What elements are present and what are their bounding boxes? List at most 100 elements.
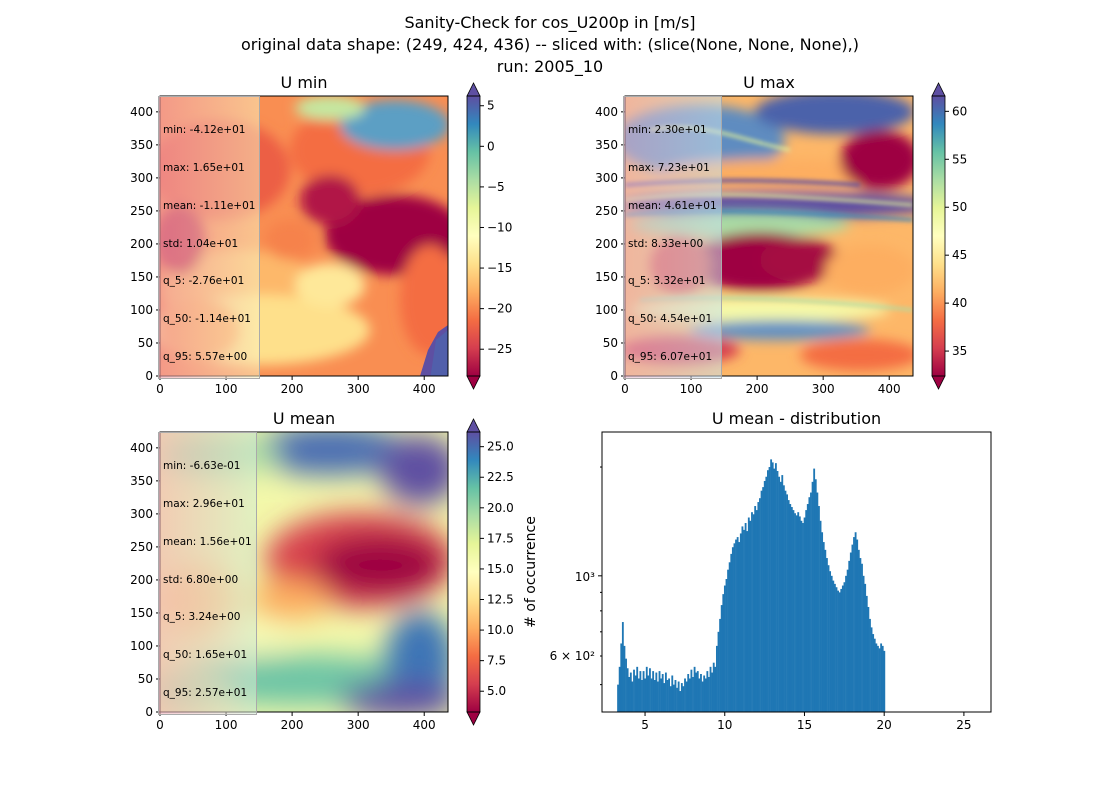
histogram-bar (786, 494, 788, 712)
y-tick-label: 0 (145, 705, 153, 719)
u-min-axes: 0 100 200 300 400 0 50 100 150 200 250 300 350 400 (130, 105, 436, 396)
y-tick-label: 250 (130, 204, 153, 218)
histogram-bar (712, 662, 715, 712)
colorbar-tick-label: −25 (487, 342, 512, 356)
colorbar-extend-min (466, 711, 481, 726)
histogram-bar (652, 671, 655, 712)
histogram-bar (848, 560, 851, 712)
x-tick-label: 200 (281, 382, 304, 396)
colorbar-tick-label: 17.5 (487, 531, 514, 545)
histogram-bar (825, 558, 828, 712)
histogram-bar (768, 467, 771, 712)
histogram-bar (841, 585, 844, 712)
histogram-bar (851, 544, 854, 712)
histogram-bar (685, 681, 688, 712)
colorbar-tick-label: 50 (952, 200, 967, 214)
histogram-bar (701, 681, 704, 712)
histogram-bar (830, 575, 833, 712)
suptitle-line-1: Sanity-Check for cos_U200p in [m/s] (404, 13, 696, 32)
histogram-bar (668, 678, 670, 712)
histogram-bar (832, 580, 835, 712)
x-tick-label: 15 (797, 718, 812, 732)
histogram-bar (644, 678, 647, 712)
histogram-bar (746, 531, 749, 712)
histogram-bar (625, 658, 627, 712)
y-tick-label: 300 (130, 507, 153, 521)
histogram-bar (738, 542, 741, 712)
stat-line: q_95: 6.07e+01 (628, 350, 713, 363)
histogram-bar (629, 672, 632, 712)
histogram-ylabel: # of occurrence (523, 516, 539, 628)
histogram-title: U mean - distribution (712, 409, 881, 428)
colorbar-tick-label: 22.5 (487, 470, 514, 484)
histogram-bar (674, 679, 677, 712)
histogram-bar (819, 520, 822, 712)
stat-line: q_50: -1.14e+01 (163, 313, 251, 326)
histogram-bar (849, 552, 852, 712)
histogram-bar (837, 590, 839, 712)
stat-line: min: -6.63e-01 (163, 460, 241, 473)
stat-line: q_50: 4.54e+01 (628, 313, 713, 326)
histogram-bar (676, 687, 678, 712)
histogram-bar (682, 686, 685, 712)
histogram-bar (821, 532, 824, 712)
histogram-bar (808, 497, 811, 712)
y-tick-label: 150 (130, 270, 153, 284)
histogram-bar (655, 672, 658, 712)
histogram-bar (774, 463, 777, 712)
x-tick-label: 400 (413, 718, 436, 732)
histogram-bar (870, 627, 873, 712)
histogram-bar (872, 634, 875, 712)
histogram-bar (755, 510, 758, 712)
histogram-bar (687, 674, 690, 712)
histogram-bar (814, 479, 817, 712)
stat-line: q_5: -2.76e+01 (163, 275, 245, 288)
histogram-bar (692, 676, 694, 712)
histogram-bar (861, 563, 863, 712)
y-tick-label: 350 (595, 138, 618, 152)
colorbar-tick-label: 45 (952, 248, 967, 262)
colorbar-gradient (467, 96, 480, 376)
histogram-bar (806, 504, 809, 712)
histogram-bar (846, 569, 849, 712)
histogram-bar (845, 575, 847, 712)
histogram-bar (795, 515, 798, 712)
histogram-bar (803, 517, 806, 712)
colorbar-tick-label: 20.0 (487, 501, 514, 515)
y-tick-label: 200 (130, 237, 153, 251)
histogram-bar (660, 678, 663, 712)
x-tick-label: 10 (717, 718, 732, 732)
histogram-bar (733, 543, 736, 712)
x-tick-label: 0 (621, 382, 629, 396)
x-tick-label: 100 (215, 382, 238, 396)
histogram-bar (634, 675, 637, 712)
histogram-bar (743, 529, 745, 712)
histogram-bar (802, 523, 804, 712)
histogram-bar (797, 512, 800, 712)
y-tick-label: 250 (595, 204, 618, 218)
histogram-bar (715, 645, 718, 712)
u-mean-title: U mean (273, 409, 335, 428)
histogram-bar (695, 672, 698, 712)
histogram-bar (703, 675, 706, 712)
stat-line: mean: 4.61e+01 (628, 199, 717, 212)
u-min-colorbar: −25 −20 −15 −10 −5 0 5 (466, 82, 512, 390)
colorbar-tick-label: 40 (952, 296, 967, 310)
histogram-bar (776, 471, 779, 712)
histogram-bar (880, 643, 883, 712)
histogram-bar (666, 679, 669, 712)
u-min-title: U min (281, 73, 328, 92)
histogram-bar (859, 558, 862, 712)
y-tick-label: 150 (595, 270, 618, 284)
histogram-bar (649, 668, 651, 712)
colorbar-tick-label: 60 (952, 104, 967, 118)
stat-line: q_95: 5.57e+00 (163, 350, 248, 363)
colorbar-gradient (932, 96, 945, 376)
histogram-bar (661, 674, 664, 712)
stat-line: max: 1.65e+01 (163, 161, 245, 174)
histogram-bar (762, 487, 765, 712)
histogram-bar (684, 678, 686, 712)
histogram-bar (711, 672, 714, 712)
stat-line: max: 7.23e+01 (628, 161, 710, 174)
histogram-bar (829, 571, 832, 712)
